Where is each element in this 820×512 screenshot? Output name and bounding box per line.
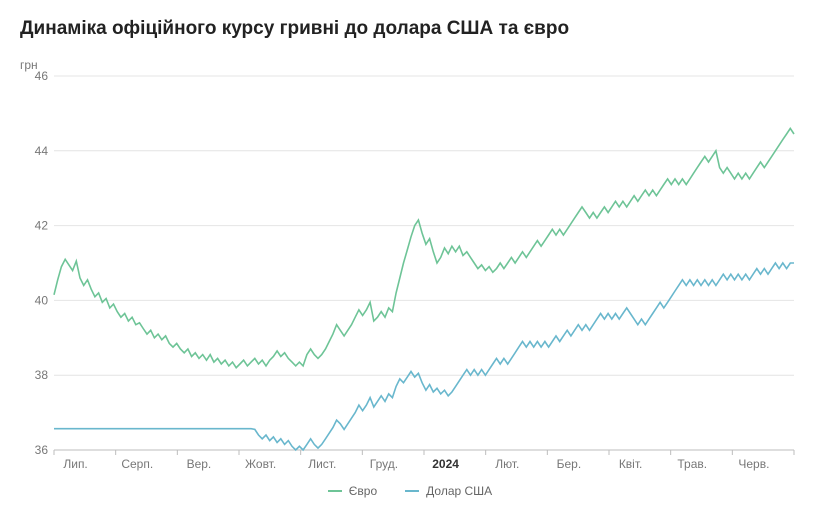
legend-label: Долар США	[426, 484, 492, 498]
svg-text:Бер.: Бер.	[557, 457, 582, 471]
plot-area: грн 363840424446Лип.Серп.Вер.Жовт.Лист.Г…	[20, 58, 800, 478]
chart-title: Динаміка офіційного курсу гривні до дола…	[20, 18, 800, 40]
legend: Євро Долар США	[20, 478, 800, 498]
svg-text:Груд.: Груд.	[370, 457, 398, 471]
svg-text:36: 36	[35, 443, 49, 457]
chart-container: Динаміка офіційного курсу гривні до дола…	[0, 0, 820, 512]
svg-text:Трав.: Трав.	[677, 457, 707, 471]
svg-text:Лют.: Лют.	[495, 457, 519, 471]
legend-item-euro: Євро	[328, 484, 377, 498]
svg-text:Лист.: Лист.	[308, 457, 336, 471]
svg-text:Серп.: Серп.	[121, 457, 153, 471]
chart-svg: 363840424446Лип.Серп.Вер.Жовт.Лист.Груд.…	[20, 58, 800, 478]
svg-text:Лип.: Лип.	[63, 457, 87, 471]
svg-text:40: 40	[35, 293, 49, 307]
svg-text:38: 38	[35, 368, 49, 382]
svg-text:2024: 2024	[432, 457, 459, 471]
legend-item-usd: Долар США	[405, 484, 492, 498]
svg-text:Вер.: Вер.	[187, 457, 212, 471]
legend-label: Євро	[349, 484, 377, 498]
svg-text:Жовт.: Жовт.	[245, 457, 276, 471]
svg-text:Черв.: Черв.	[738, 457, 769, 471]
legend-swatch	[328, 490, 342, 492]
svg-text:Квіт.: Квіт.	[619, 457, 643, 471]
y-axis-label: грн	[20, 58, 38, 72]
legend-swatch	[405, 490, 419, 492]
svg-text:44: 44	[35, 144, 49, 158]
svg-text:42: 42	[35, 219, 49, 233]
